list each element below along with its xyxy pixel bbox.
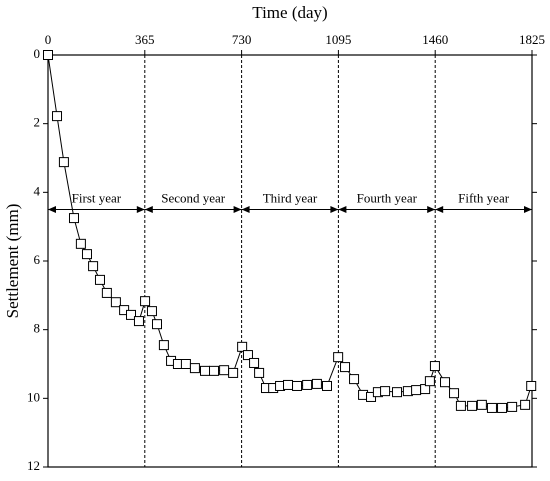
arrow-head xyxy=(144,206,153,213)
marker xyxy=(242,350,253,361)
marker xyxy=(180,359,191,369)
marker xyxy=(333,352,344,363)
y-axis-title: Settlement (mm) xyxy=(3,204,22,319)
marker xyxy=(133,316,144,327)
marker xyxy=(140,296,151,307)
marker xyxy=(75,238,86,249)
annotation-label: Third year xyxy=(263,190,318,205)
marker xyxy=(507,401,518,412)
marker xyxy=(467,400,478,411)
marker xyxy=(146,306,157,317)
marker xyxy=(254,367,265,378)
marker xyxy=(200,365,211,376)
x-tick-label: 730 xyxy=(232,32,252,47)
marker xyxy=(126,309,137,320)
arrow-head xyxy=(330,206,339,213)
marker xyxy=(219,365,230,376)
x-tick-label: 365 xyxy=(135,32,155,47)
arrow-head xyxy=(435,206,444,213)
arrow-head xyxy=(136,206,145,213)
y-tick-label: 0 xyxy=(34,46,41,61)
annotation-label: Second year xyxy=(161,190,226,205)
marker xyxy=(189,363,200,374)
annotation-label: Fifth year xyxy=(458,190,510,205)
marker xyxy=(526,380,537,391)
arrow-head xyxy=(524,206,532,213)
arrow-head xyxy=(427,206,436,213)
marker xyxy=(476,399,487,410)
y-tick-label: 12 xyxy=(27,458,40,473)
marker xyxy=(311,378,322,389)
marker xyxy=(402,386,413,397)
marker xyxy=(292,380,303,391)
marker xyxy=(302,379,313,390)
marker xyxy=(321,380,332,391)
annotation-label: Fourth year xyxy=(357,190,418,205)
marker xyxy=(486,402,497,413)
arrow-head xyxy=(338,206,347,213)
arrow-head xyxy=(48,206,56,213)
annotation-label: First year xyxy=(72,190,122,205)
marker xyxy=(340,362,351,373)
marker xyxy=(392,387,403,398)
marker xyxy=(209,365,220,376)
marker xyxy=(88,261,99,272)
arrow-head xyxy=(241,206,250,213)
y-tick-label: 4 xyxy=(34,183,41,198)
marker xyxy=(237,341,248,352)
marker xyxy=(411,385,422,396)
marker xyxy=(424,376,435,387)
marker xyxy=(349,374,360,385)
marker xyxy=(497,402,508,413)
marker xyxy=(520,399,531,410)
marker xyxy=(52,111,63,122)
x-axis-title: Time (day) xyxy=(252,3,327,22)
marker xyxy=(449,388,460,399)
marker xyxy=(94,274,105,285)
x-tick-label: 1460 xyxy=(422,32,448,47)
marker xyxy=(283,379,294,390)
marker xyxy=(380,386,391,397)
y-tick-label: 8 xyxy=(34,321,41,336)
marker xyxy=(101,287,112,298)
x-tick-label: 1095 xyxy=(325,32,351,47)
y-tick-label: 2 xyxy=(34,115,41,130)
marker xyxy=(43,50,53,60)
x-tick-label: 1825 xyxy=(519,32,545,47)
y-tick-label: 6 xyxy=(34,252,41,267)
marker xyxy=(440,377,451,388)
marker xyxy=(429,361,440,372)
marker xyxy=(58,157,69,168)
marker xyxy=(249,357,260,368)
marker xyxy=(455,400,466,411)
marker xyxy=(151,319,162,330)
arrow-head xyxy=(233,206,242,213)
x-tick-label: 0 xyxy=(45,32,52,47)
y-tick-label: 10 xyxy=(27,389,40,404)
marker xyxy=(158,340,169,351)
series-line xyxy=(47,54,532,409)
marker xyxy=(110,297,121,308)
marker xyxy=(68,213,79,224)
marker xyxy=(228,367,239,378)
marker xyxy=(81,249,92,260)
